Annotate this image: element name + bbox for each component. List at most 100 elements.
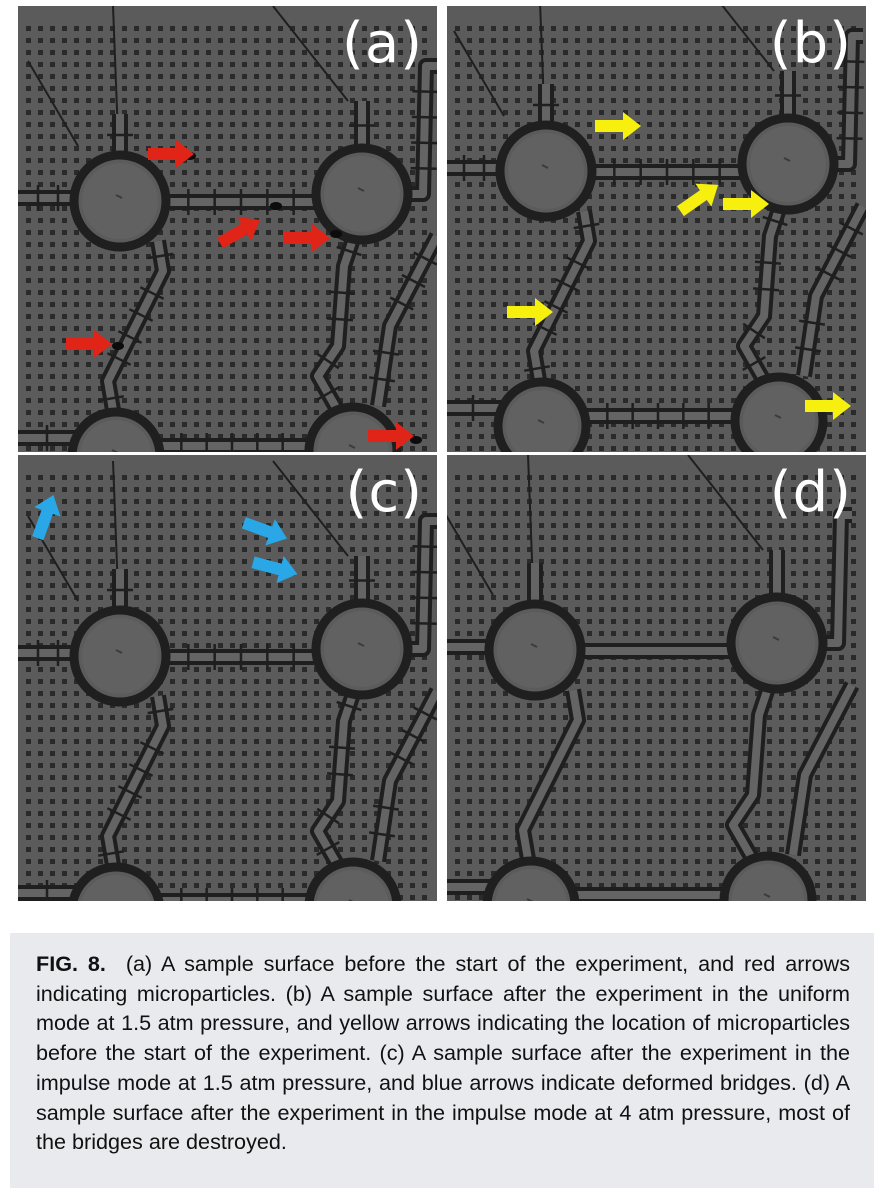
indicator-arrow — [148, 140, 194, 168]
micrograph-a — [18, 6, 437, 452]
bridge — [413, 706, 437, 721]
wire — [27, 60, 79, 147]
bridge — [147, 707, 174, 715]
wire — [272, 6, 349, 102]
microparticle — [112, 342, 124, 350]
bridge — [139, 286, 165, 300]
bridge — [412, 90, 437, 94]
bridge — [411, 570, 437, 574]
bridge — [411, 596, 437, 600]
micrograph-panel-d: (d) — [447, 455, 866, 901]
bridge — [827, 243, 852, 259]
bridge — [411, 115, 437, 119]
indicator-arrow — [32, 494, 61, 541]
bridge — [326, 772, 354, 777]
indicator-arrow — [595, 112, 641, 140]
microparticle — [270, 202, 282, 210]
bridge — [742, 322, 766, 340]
bridge — [401, 728, 426, 744]
bridge — [836, 136, 863, 140]
caption-text: (a) A sample surface before the start of… — [36, 951, 850, 1155]
bridge — [742, 355, 766, 372]
bridge — [762, 215, 788, 227]
micrograph-d — [447, 455, 860, 901]
bridge — [815, 266, 840, 281]
micrograph-panel-c: (c) — [18, 455, 437, 901]
wire — [272, 460, 349, 557]
wire — [687, 455, 764, 551]
indicator-arrow — [284, 224, 330, 252]
bridge — [389, 296, 414, 311]
bridge — [97, 850, 125, 857]
panel-label-d: (d) — [769, 460, 852, 525]
bridge — [336, 245, 362, 257]
bridge — [328, 290, 356, 295]
bridge — [139, 741, 165, 755]
indicator-arrow — [368, 422, 414, 450]
bridge — [128, 763, 154, 777]
bridge — [401, 273, 426, 289]
figure-caption: FIG. 8. (a) A sample surface before the … — [36, 949, 850, 1157]
bridge — [147, 252, 174, 260]
bridge — [372, 804, 400, 811]
indicator-arrow — [66, 330, 112, 358]
bridge — [532, 322, 558, 336]
bridge — [368, 831, 396, 838]
bridge — [794, 346, 822, 353]
panel-label-b: (b) — [769, 11, 852, 76]
indicator-arrow — [241, 517, 288, 546]
bridge — [838, 60, 865, 64]
bridge — [389, 751, 414, 766]
bridge — [316, 352, 340, 370]
figure-caption-box: FIG. 8. (a) A sample surface before the … — [10, 933, 874, 1188]
wire — [721, 6, 775, 72]
bridge — [837, 111, 864, 115]
bridge — [372, 349, 400, 356]
wire — [453, 30, 505, 117]
bridge — [754, 260, 782, 265]
micrograph-panel-b: (b) — [447, 6, 866, 452]
bridge — [410, 166, 437, 170]
bridge — [543, 300, 569, 314]
micrograph-panel-a: (a) — [18, 6, 437, 452]
bridge — [106, 807, 132, 821]
bridge — [565, 256, 591, 270]
panel-label-a: (a) — [341, 11, 423, 76]
bridge — [128, 308, 154, 322]
bridge — [411, 141, 437, 145]
bridge — [106, 352, 132, 366]
bridge — [97, 395, 125, 402]
bridge — [368, 376, 396, 383]
microparticle — [410, 436, 422, 444]
bridge — [328, 745, 356, 750]
bridge — [117, 330, 143, 344]
indicator-arrow — [676, 183, 719, 217]
wire — [447, 514, 494, 596]
bridge — [412, 545, 437, 549]
micrograph-c — [18, 460, 437, 901]
bridge — [573, 222, 600, 230]
bridge — [316, 385, 340, 402]
microparticle — [330, 230, 342, 238]
bridge — [523, 365, 551, 372]
bridge — [410, 621, 437, 625]
indicator-arrow — [507, 298, 553, 326]
indicator-arrow — [217, 216, 260, 249]
bridge — [554, 278, 580, 292]
figure-number: FIG. 8. — [36, 951, 106, 976]
bridge — [316, 807, 340, 825]
bridge — [316, 840, 340, 857]
indicator-arrow — [251, 555, 298, 584]
bridge — [117, 785, 143, 799]
bridge — [336, 700, 362, 712]
bridge — [839, 221, 864, 236]
bridge — [413, 251, 437, 266]
bridge — [752, 287, 780, 292]
panel-label-c: (c) — [345, 460, 423, 525]
micrograph-b — [447, 6, 866, 452]
bridge — [837, 85, 864, 89]
indicator-arrow — [805, 392, 851, 420]
bridge — [798, 319, 826, 326]
bridge — [326, 317, 354, 322]
indicator-arrow — [723, 190, 769, 218]
